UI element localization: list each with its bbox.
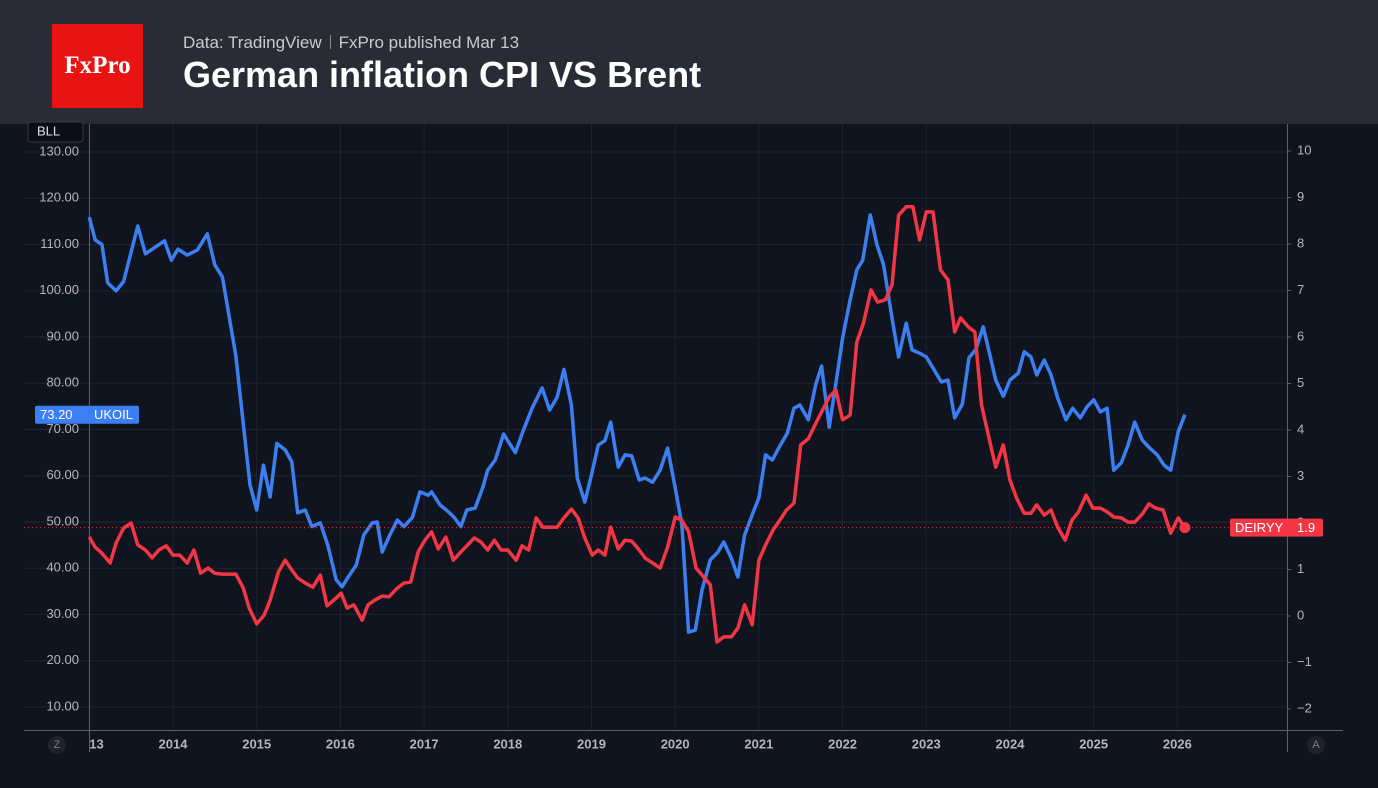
y-tick-label: 70.00 (46, 421, 79, 436)
control-button[interactable] (1307, 736, 1325, 754)
x-tick-label: 2014 (159, 736, 189, 751)
separator (329, 35, 331, 49)
y2-tick-label: 5 (1297, 375, 1304, 390)
y-tick-label: 110.00 (40, 236, 79, 251)
x-tick-label: 2019 (577, 736, 606, 751)
y2-tick-label: 10 (1297, 142, 1311, 157)
y-tick-label: 90.00 (46, 328, 79, 343)
y-tick-label: 10.00 (46, 698, 79, 713)
price-tag (35, 405, 139, 424)
price-tag-value: 1.9 (1297, 520, 1315, 535)
axis-tag (27, 121, 84, 143)
logo: FxPro (52, 24, 143, 108)
last-point (1179, 522, 1191, 534)
price-tag (1230, 518, 1323, 537)
y2-tick-label: −2 (1297, 700, 1312, 715)
x-tick-label: 2020 (661, 736, 690, 751)
x-tick-label: 2016 (326, 736, 355, 751)
grid (24, 124, 1287, 730)
price-tag-name: UKOIL (94, 407, 133, 422)
y-tick-label: 20.00 (46, 652, 79, 667)
price-tag-value: 73.20 (40, 407, 73, 422)
control-label[interactable]: A (1312, 739, 1320, 751)
y-axis-label: BLL (37, 123, 60, 138)
x-tick-label: 2021 (744, 736, 773, 751)
x-tick-label: 2024 (996, 736, 1026, 751)
x-tick-label: 2017 (410, 736, 439, 751)
x-tick-label: 2022 (828, 736, 857, 751)
y2-tick-label: 7 (1297, 282, 1304, 297)
y2-tick-label: −1 (1297, 654, 1312, 669)
y-tick-label: 80.00 (46, 375, 79, 390)
y2-tick-label: 4 (1297, 421, 1304, 436)
y2-tick-label: 8 (1297, 235, 1304, 250)
control-label[interactable]: Z (54, 739, 61, 751)
control-button[interactable] (48, 736, 66, 754)
x-tick-label: 13 (89, 736, 103, 751)
y-tick-label: 60.00 (46, 467, 79, 482)
price-tag-name: DEIRYY (1235, 520, 1283, 535)
y-tick-label: 50.00 (46, 513, 79, 528)
x-tick-label: 2023 (912, 736, 941, 751)
series-line (87, 205, 1187, 644)
y2-tick-label: 3 (1297, 468, 1304, 483)
publisher: FxPro published Mar 13 (338, 33, 520, 52)
y2-tick-label: 6 (1297, 328, 1304, 343)
x-tick-label: 2015 (242, 736, 271, 751)
subtitle: Data: TradingView FxPro published Mar 13 (183, 33, 519, 53)
y2-tick-label: 1 (1297, 561, 1304, 576)
chart-title: German inflation CPI VS Brent (183, 54, 702, 95)
y2-tick-label: 0 (1297, 607, 1304, 622)
x-tick-label: 2025 (1079, 736, 1108, 751)
header: FxPro Data: TradingView FxPro published M… (0, 0, 1378, 124)
y-tick-label: 100.00 (39, 282, 79, 297)
y-tick-label: 130.00 (39, 143, 79, 158)
y-tick-label: 40.00 (46, 560, 79, 575)
y-tick-label: 120.00 (39, 190, 79, 205)
x-tick-label: 2026 (1163, 736, 1192, 751)
y2-tick-label: 9 (1297, 189, 1304, 204)
x-tick-label: 2018 (493, 736, 522, 751)
source: Data: TradingView (183, 33, 322, 52)
y-tick-label: 30.00 (46, 606, 79, 621)
series-line (87, 213, 1187, 634)
